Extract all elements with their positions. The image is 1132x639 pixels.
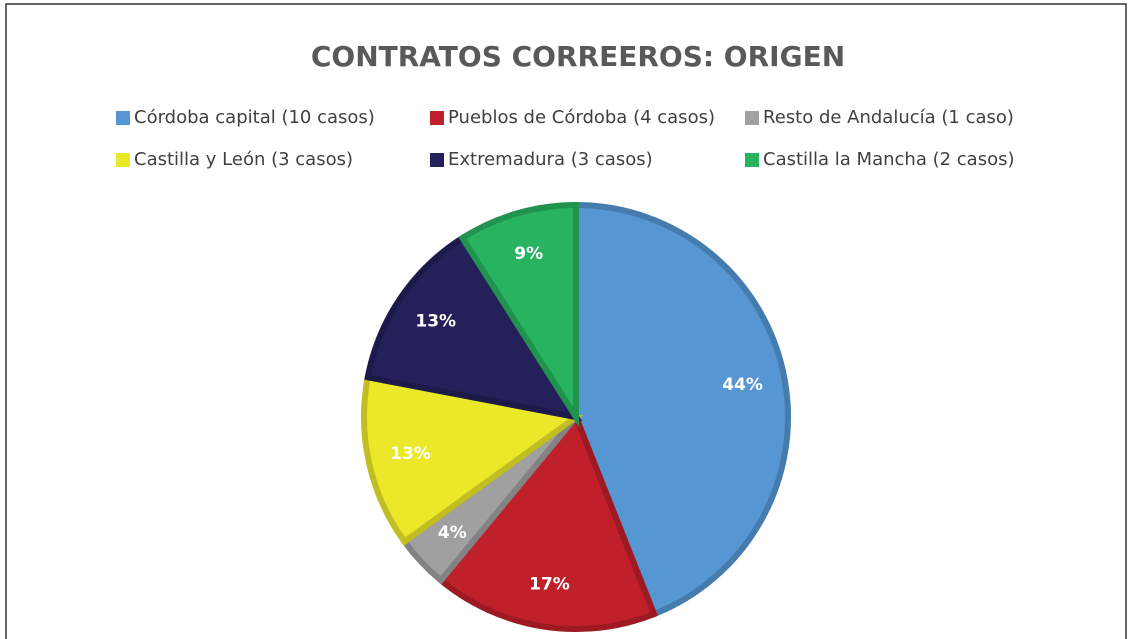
legend-label: Castilla la Mancha (2 casos): [763, 149, 1014, 170]
data-label: 17%: [529, 575, 570, 595]
data-label: 44%: [722, 375, 763, 395]
legend-swatch: [116, 111, 130, 125]
chart-title: CONTRATOS CORREEROS: ORIGEN: [311, 40, 845, 73]
legend-label: Pueblos de Córdoba (4 casos): [448, 107, 715, 128]
legend-label: Resto de Andalucía (1 caso): [763, 107, 1014, 128]
data-label: 13%: [415, 312, 456, 332]
pie-slice: [364, 233, 583, 422]
legend-label: Córdoba capital (10 casos): [134, 107, 375, 128]
legend-label: Castilla y León (3 casos): [134, 149, 353, 170]
pie-slice: [458, 201, 579, 428]
data-label: 13%: [390, 444, 431, 464]
legend-swatch: [745, 111, 759, 125]
pie-slice: [361, 373, 584, 546]
legend-swatch: [116, 153, 130, 167]
legend-label: Extremadura (3 casos): [448, 149, 653, 170]
pie-slice: [573, 201, 791, 619]
pie-slice: [436, 411, 658, 632]
legend-swatch: [745, 153, 759, 167]
legend-swatch: [430, 111, 444, 125]
legend-swatch: [430, 153, 444, 167]
data-label: 4%: [438, 523, 467, 543]
data-label: 9%: [514, 244, 543, 264]
